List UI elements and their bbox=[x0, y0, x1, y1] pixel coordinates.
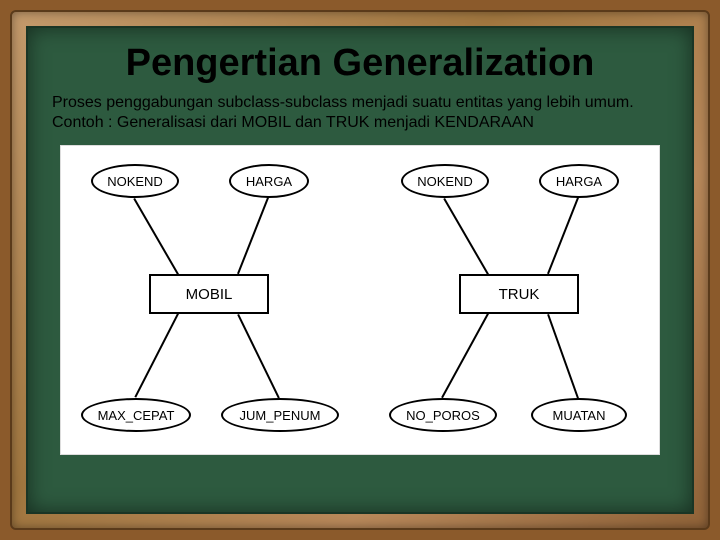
attr-noporos: NO_POROS bbox=[389, 398, 497, 432]
edge-nokend1-mobil bbox=[133, 198, 179, 275]
edge-truk-noporos bbox=[441, 313, 489, 398]
entity-truk: TRUK bbox=[459, 274, 579, 314]
attr-jumpenum: JUM_PENUM bbox=[221, 398, 339, 432]
edge-mobil-maxcepat bbox=[134, 313, 179, 398]
edge-harga2-truk bbox=[547, 197, 579, 274]
desc-line-1: Proses penggabungan subclass-subclass me… bbox=[52, 94, 634, 111]
er-diagram: NOKEND HARGA NOKEND HARGA MOBIL TRUK MAX_CEPAT… bbox=[60, 145, 660, 455]
entity-mobil: MOBIL bbox=[149, 274, 269, 314]
attr-nokend2: NOKEND bbox=[401, 164, 489, 198]
attr-harga1: HARGA bbox=[229, 164, 309, 198]
wood-frame: Pengertian Generalization Proses penggab… bbox=[10, 10, 710, 530]
edge-harga1-mobil bbox=[237, 197, 269, 274]
edge-truk-muatan bbox=[547, 314, 579, 399]
edge-mobil-jumpenum bbox=[237, 314, 280, 399]
slide-title: Pengertian Generalization bbox=[52, 42, 668, 85]
edge-nokend2-truk bbox=[443, 198, 489, 275]
attr-harga2: HARGA bbox=[539, 164, 619, 198]
attr-maxcepat: MAX_CEPAT bbox=[81, 398, 191, 432]
chalkboard: Pengertian Generalization Proses penggab… bbox=[26, 26, 694, 514]
desc-line-2: Contoh : Generalisasi dari MOBIL dan TRU… bbox=[52, 114, 534, 131]
slide-description: Proses penggabungan subclass-subclass me… bbox=[52, 93, 668, 133]
attr-nokend1: NOKEND bbox=[91, 164, 179, 198]
attr-muatan: MUATAN bbox=[531, 398, 627, 432]
